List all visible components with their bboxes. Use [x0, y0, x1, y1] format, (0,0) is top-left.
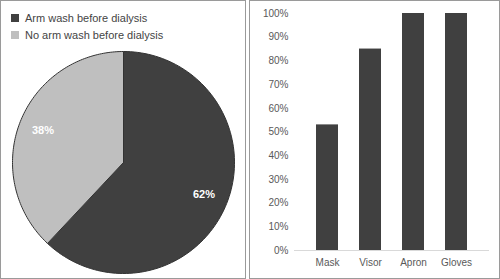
svg-text:Gloves: Gloves	[441, 257, 472, 268]
svg-text:60%: 60%	[268, 103, 288, 114]
html-text:No arm wash before dialysis: No arm wash before dialysis	[25, 28, 164, 41]
svg-text:80%: 80%	[268, 55, 288, 66]
svg-text:Apron: Apron	[400, 257, 427, 268]
svg-text:62%: 62%	[193, 188, 215, 200]
svg-text:40%: 40%	[268, 150, 288, 161]
svg-text:Mask: Mask	[316, 257, 341, 268]
svg-text:90%: 90%	[268, 31, 288, 42]
svg-text:30%: 30%	[268, 174, 288, 185]
svg-text:10%: 10%	[268, 221, 288, 232]
svg-text:38%: 38%	[32, 124, 54, 136]
svg-text:Visor: Visor	[359, 257, 382, 268]
svg-text:20%: 20%	[268, 197, 288, 208]
svg-text:100%: 100%	[263, 8, 289, 19]
svg-text:50%: 50%	[268, 126, 288, 137]
svg-text:70%: 70%	[268, 79, 288, 90]
html-text:Arm wash before dialysis: Arm wash before dialysis	[25, 11, 148, 24]
svg-text:0%: 0%	[274, 245, 289, 256]
